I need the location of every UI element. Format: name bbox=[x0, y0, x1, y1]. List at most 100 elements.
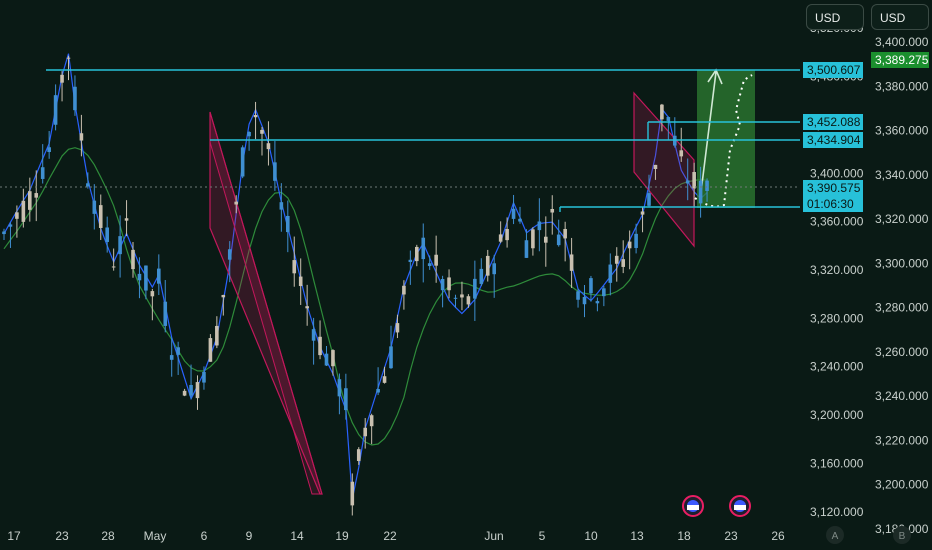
candle-body bbox=[337, 379, 342, 397]
candle-body bbox=[440, 278, 445, 291]
price-axes: 3,520.0003,480.0003,440.0003,400.0003,36… bbox=[800, 0, 932, 550]
candle-body bbox=[614, 255, 619, 264]
axis-background bbox=[800, 0, 932, 550]
time-axis-tick-label: 9 bbox=[246, 529, 253, 543]
candle-body bbox=[28, 191, 32, 210]
candle-body bbox=[453, 297, 458, 299]
right-axis-tick-label: 3,340.000 bbox=[875, 168, 929, 182]
candle-body bbox=[292, 260, 297, 274]
candle-body bbox=[627, 241, 632, 249]
axis-toggle-a-label: A bbox=[832, 531, 839, 542]
candle-body bbox=[79, 133, 84, 141]
candle-body bbox=[86, 183, 90, 187]
channel-1-fill bbox=[209, 111, 323, 495]
candle-body bbox=[576, 291, 580, 300]
candle-body bbox=[221, 294, 226, 298]
candle-body bbox=[247, 131, 251, 137]
us-flag-event-icon-stripe bbox=[687, 505, 699, 510]
candle-body bbox=[356, 449, 361, 462]
candle-body bbox=[60, 74, 64, 83]
candle-body bbox=[505, 229, 509, 241]
time-axis-tick-label: 18 bbox=[677, 529, 691, 543]
candle-body bbox=[118, 236, 122, 255]
candle-body bbox=[466, 296, 471, 305]
right-axis-tick-label: 3,400.000 bbox=[875, 35, 929, 49]
candle-body bbox=[311, 329, 316, 341]
candle-body bbox=[537, 221, 542, 231]
candle-body bbox=[208, 338, 213, 362]
candle-body bbox=[163, 301, 168, 326]
time-axis-tick-label: 10 bbox=[584, 529, 598, 543]
candle-body bbox=[589, 278, 593, 294]
candle-body bbox=[511, 208, 516, 219]
right-axis-tick-label: 3,280.000 bbox=[875, 301, 929, 315]
candle-body bbox=[240, 147, 245, 177]
candle-body bbox=[234, 201, 238, 205]
candle-body bbox=[634, 233, 638, 248]
candle-body bbox=[602, 288, 606, 297]
candle-body bbox=[189, 384, 193, 396]
time-axis-tick-label: 17 bbox=[7, 529, 21, 543]
candle-body bbox=[569, 254, 574, 271]
time-axis-tick-label: 19 bbox=[335, 529, 349, 543]
candle-body bbox=[447, 277, 451, 291]
candle-body bbox=[647, 193, 651, 206]
candle-body bbox=[473, 278, 477, 299]
candle-body bbox=[421, 237, 426, 260]
candle-body bbox=[679, 150, 684, 157]
candle-body bbox=[124, 218, 129, 221]
currency-label: USD bbox=[815, 11, 841, 25]
candle-body bbox=[92, 200, 97, 214]
candle-body bbox=[640, 211, 645, 215]
candle-body bbox=[485, 255, 490, 276]
candle-body bbox=[195, 382, 200, 399]
time-axis-tick-label: 26 bbox=[771, 529, 785, 543]
time-axis-tick-label: Jun bbox=[484, 529, 503, 543]
right-axis-tick-label: 3,320.000 bbox=[875, 212, 929, 226]
candle-body bbox=[131, 249, 135, 270]
right-axis-tick-label: 3,300.000 bbox=[875, 256, 929, 270]
moving-averages bbox=[3, 53, 708, 500]
candle-body bbox=[705, 180, 709, 191]
left-axis-tick-label: 3,160.000 bbox=[810, 456, 864, 470]
right-axis-tick-label: 3,220.000 bbox=[875, 433, 929, 447]
horizontal-levels bbox=[0, 69, 805, 212]
time-axis-tick-label: 14 bbox=[290, 529, 304, 543]
current-price-tag-left: 3,390.575 01:06:30 bbox=[803, 180, 863, 212]
candle-body bbox=[169, 355, 174, 360]
candle-body bbox=[34, 193, 39, 198]
candle-body bbox=[318, 336, 322, 356]
time-axis-tick-label: 28 bbox=[101, 529, 115, 543]
candle-body bbox=[202, 371, 206, 383]
candle-body bbox=[479, 268, 484, 284]
right-axis-tick-label: 3,240.000 bbox=[875, 389, 929, 403]
candle-body bbox=[653, 164, 658, 170]
right-axis-tick-label: 3,380.000 bbox=[875, 79, 929, 93]
candle-body bbox=[395, 323, 400, 333]
time-axis-tick-label: May bbox=[144, 529, 167, 543]
candle-body bbox=[369, 415, 374, 427]
right-axis-currency-button[interactable]: USD bbox=[871, 4, 929, 30]
candle-body bbox=[382, 376, 387, 383]
candle-body bbox=[389, 346, 393, 369]
candle-body bbox=[111, 266, 116, 268]
candle-body bbox=[215, 325, 219, 346]
candle-body bbox=[324, 353, 329, 366]
candle-body bbox=[698, 180, 703, 204]
left-axis-tick-label: 3,400.000 bbox=[810, 166, 864, 180]
axis-toggle-b-button[interactable] bbox=[893, 526, 911, 544]
left-axis-currency-button[interactable]: USD bbox=[806, 4, 864, 30]
candle-body bbox=[66, 57, 71, 59]
candle-body bbox=[492, 263, 496, 275]
candle-body bbox=[518, 218, 522, 222]
candle-body bbox=[157, 268, 161, 284]
axis-toggle-a-button[interactable] bbox=[826, 526, 844, 544]
candle-body bbox=[15, 212, 19, 219]
axis-toggle-b-label: B bbox=[899, 531, 906, 542]
candle-body bbox=[298, 276, 303, 287]
bar-countdown: 01:06:30 bbox=[807, 197, 854, 211]
candle-body bbox=[376, 388, 380, 393]
time-axis-tick-label: 6 bbox=[201, 529, 208, 543]
